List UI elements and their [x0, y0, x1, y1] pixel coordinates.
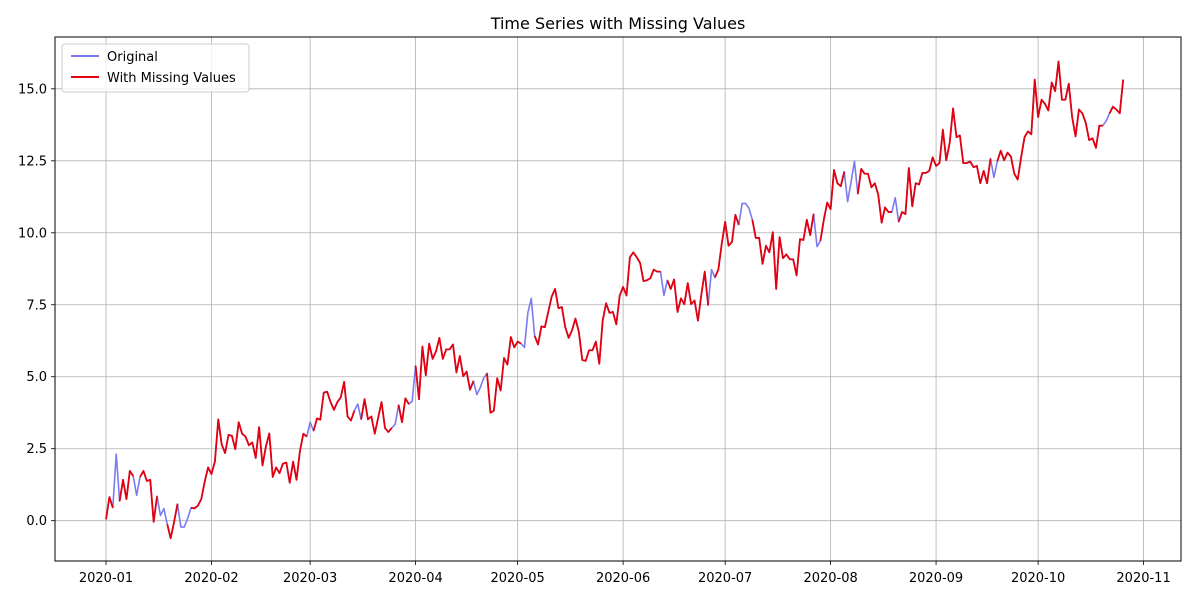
y-tick-label: 5.0	[26, 370, 47, 385]
y-tick-label: 15.0	[18, 82, 47, 97]
x-tick-label: 2020-09	[909, 571, 963, 586]
series-line-missing	[105, 60, 1125, 540]
plot-area	[55, 37, 1181, 561]
series-lines	[105, 60, 1125, 540]
y-tick-label: 10.0	[18, 226, 47, 241]
x-tick-label: 2020-01	[79, 571, 133, 586]
y-axis-ticks: 0.0 2.5 5.0 7.5 10.0 12.5 15.0	[18, 82, 55, 529]
x-tick-label: 2020-06	[596, 571, 650, 586]
x-tick-label: 2020-07	[698, 571, 752, 586]
legend-label-original: Original	[107, 50, 158, 65]
legend-label-missing: With Missing Values	[107, 71, 236, 86]
chart-title: Time Series with Missing Values	[490, 14, 746, 33]
x-tick-label: 2020-05	[490, 571, 544, 586]
x-tick-label: 2020-11	[1116, 571, 1170, 586]
y-tick-label: 2.5	[26, 442, 47, 457]
x-tick-label: 2020-02	[184, 571, 238, 586]
x-tick-label: 2020-04	[388, 571, 442, 586]
legend-box	[61, 43, 250, 93]
x-tick-label: 2020-08	[803, 571, 857, 586]
x-tick-label: 2020-03	[283, 571, 337, 586]
y-tick-label: 12.5	[18, 154, 47, 169]
y-tick-label: 0.0	[26, 514, 47, 529]
legend: Original With Missing Values	[61, 43, 250, 93]
plot-frame	[54, 36, 1182, 562]
y-tick-label: 7.5	[26, 298, 47, 313]
x-tick-label: 2020-10	[1011, 571, 1065, 586]
x-axis-ticks: 2020-01 2020-02 2020-03 2020-04 2020-05 2020-…	[79, 561, 1171, 586]
